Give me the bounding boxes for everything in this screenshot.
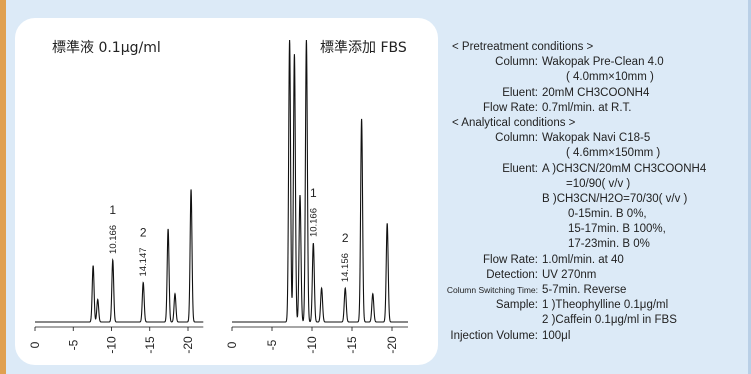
- sample-label: Sample:: [495, 299, 538, 312]
- chromatogram-trace: [35, 189, 204, 323]
- peak-number-label: 1: [109, 203, 116, 217]
- x-tick-label: -5: [66, 339, 80, 350]
- x-tick-label: -15: [345, 336, 359, 354]
- x-tick-label: 0: [225, 341, 239, 348]
- chromatogram-trace: [232, 39, 408, 323]
- x-tick-label: -15: [143, 336, 157, 354]
- x-tick-label: 0: [28, 341, 42, 348]
- ana-column-label: Column:: [495, 132, 538, 145]
- peak-number-label: 2: [342, 231, 349, 245]
- pre-column-value: Wakopak Pre-Clean 4.0: [542, 56, 664, 69]
- chromatogram-standard: 標準液 0.1μg/ml 0 -5 -10 -15 -20 10.166 1 14.147 2: [28, 40, 204, 354]
- accent-bar: [0, 0, 6, 374]
- x-tick-label: -10: [305, 336, 319, 354]
- detection-label: Detection:: [486, 268, 538, 281]
- pretreatment-header: < Pretreatment conditions >: [452, 41, 594, 53]
- retention-time-label: 10.166: [108, 225, 119, 254]
- chromatogram-fbs: 標準添加 FBS 0 -5 -10 -15 -20 10.166 1 14.156 2: [225, 39, 408, 354]
- peak-number-label: 1: [310, 186, 317, 200]
- x-tick-label: -5: [265, 339, 279, 350]
- retention-time-label: 10.166: [308, 208, 319, 237]
- ana-flow-label: Flow Rate:: [483, 253, 538, 266]
- ana-eluent-a1: A )CH3CN/20mM CH3COONH4: [542, 162, 707, 175]
- gradient-step-2: 15-17min. B 100%,: [568, 223, 666, 236]
- ana-column-value: Wakopak Navi C18-5: [542, 132, 651, 145]
- sample-2: 2 )Caffein 0.1μg/ml in FBS: [542, 314, 677, 327]
- x-tick-label: -20: [181, 336, 195, 354]
- pre-column-label: Column:: [495, 56, 538, 69]
- peak-number-label: 2: [140, 226, 147, 240]
- gradient-step-3: 17-23min. B 0%: [568, 238, 650, 251]
- right-edge: [748, 0, 751, 374]
- pre-column-dimensions: ( 4.0mm×10mm ): [566, 71, 654, 84]
- gradient-step-1: 0-15min. B 0%,: [568, 208, 647, 221]
- conditions-panel: < Pretreatment conditions > Column: Wakop…: [447, 40, 748, 344]
- analytical-header: < Analytical conditions >: [452, 116, 576, 129]
- pre-flow-value: 0.7ml/min. at R.T.: [542, 101, 632, 114]
- retention-time-label: 14.156: [340, 253, 351, 282]
- injection-volume-label: Injection Volume:: [450, 329, 538, 342]
- pre-eluent-label: Eluent:: [502, 86, 538, 99]
- pre-flow-label: Flow Rate:: [483, 101, 538, 114]
- injection-volume-value: 100μl: [542, 329, 571, 342]
- ana-eluent-b1: B )CH3CN/H2O=70/30( v/v ): [542, 192, 688, 205]
- sample-1: 1 )Theophylline 0.1μg/ml: [542, 299, 669, 312]
- ana-flow-value: 1.0ml/min. at 40: [542, 253, 624, 266]
- x-tick-label: -10: [105, 336, 119, 354]
- ana-eluent-label: Eluent:: [502, 162, 538, 175]
- x-tick-label: -20: [385, 336, 399, 354]
- detection-value: UV 270nm: [542, 268, 597, 281]
- chromatogram-panel: [15, 18, 438, 365]
- retention-time-label: 14.147: [138, 247, 149, 276]
- switching-time-value: 5-7min. Reverse: [542, 284, 627, 296]
- pre-eluent-value: 20mM CH3COONH4: [542, 86, 650, 99]
- ana-eluent-a2: =10/90( v/v ): [566, 177, 631, 190]
- switching-time-label: Column Switching Time:: [446, 285, 538, 295]
- chart-title: 標準液 0.1μg/ml: [52, 40, 161, 56]
- ana-column-dimensions: ( 4.6mm×150mm ): [566, 147, 661, 160]
- chart-title: 標準添加 FBS: [320, 40, 407, 56]
